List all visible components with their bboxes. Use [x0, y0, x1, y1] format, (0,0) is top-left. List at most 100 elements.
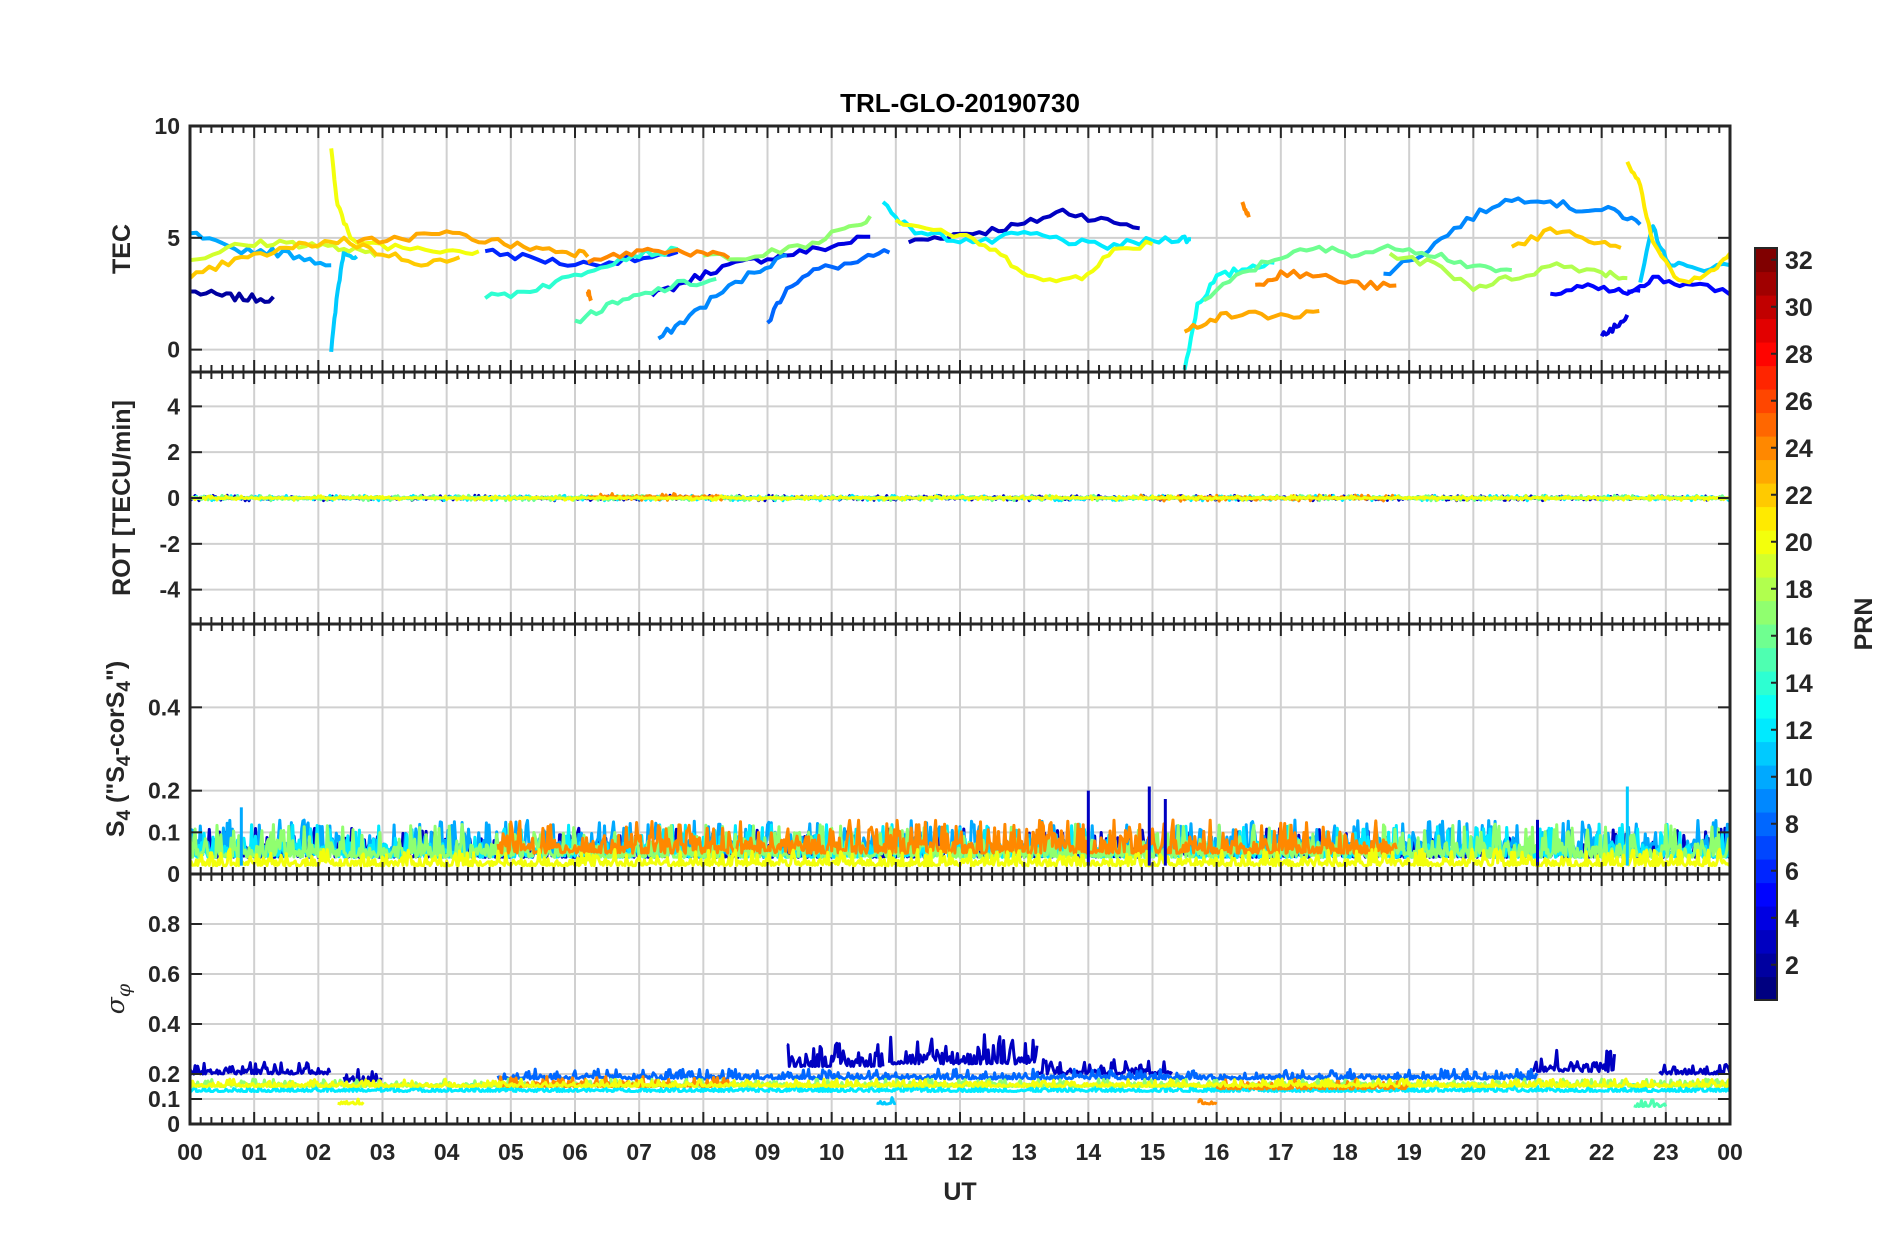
y-tick-label: 0.4 [148, 1011, 180, 1037]
x-tick-label: 17 [1268, 1139, 1294, 1165]
series-prn-6 [484, 247, 679, 269]
colorbar-tick-label: 20 [1785, 529, 1813, 557]
colorbar-tick-label: 8 [1785, 811, 1799, 839]
series-prn-3 [1530, 1048, 1616, 1073]
colorbar-segment [1755, 577, 1777, 602]
y-ticks: -4 -2 0 2 4 [160, 393, 1730, 603]
colorbar-tick-label: 30 [1785, 294, 1813, 322]
colorbar-segment [1755, 882, 1777, 907]
colorbar-segment [1755, 530, 1777, 555]
x-ticks [189, 624, 1731, 874]
colorbar-segment [1755, 788, 1777, 813]
series-prn-21 [1625, 160, 1730, 285]
colorbar-tick-label: 16 [1785, 623, 1813, 651]
series-prn-18 [1388, 251, 1628, 292]
colorbar-tick-label: 10 [1785, 764, 1813, 792]
series-prn-24 [585, 289, 593, 302]
colorbar-tick-label: 2 [1785, 952, 1799, 980]
colorbar-label: PRN [1850, 598, 1878, 651]
y-tick-label: 0.2 [148, 1061, 180, 1087]
series-prn-24 [1240, 201, 1251, 218]
x-tick-label: 20 [1461, 1139, 1487, 1165]
x-tick-labels: 00 01 02 03 04 05 06 07 08 09 10 11 12 13 14 15 16 17 18 19… [177, 1139, 1743, 1165]
series-prn-5 [1627, 274, 1730, 297]
y-tick-label: 0 [167, 1111, 180, 1137]
series-prn-8 [496, 1067, 1539, 1081]
y-tick-label: -2 [160, 531, 180, 557]
x-tick-label: 06 [562, 1139, 588, 1165]
y-axis-label-part: S [102, 820, 130, 837]
colorbar-segment [1755, 271, 1777, 296]
x-tick-label: 00 [1717, 1139, 1743, 1165]
y-axis-label-part: ") [102, 661, 130, 681]
y-axis-label: S4 ("S4-corS4") [102, 661, 135, 837]
y-axis-label-part: σ [101, 996, 130, 1014]
colorbar-segment [1755, 906, 1777, 931]
colorbar-segment [1755, 295, 1777, 320]
series-prn-20 [329, 148, 480, 256]
y-tick-label: 10 [154, 113, 180, 139]
y-axis-label: TEC [108, 224, 136, 274]
colorbar-segment [1755, 412, 1777, 437]
x-tick-label: 07 [626, 1139, 652, 1165]
y-tick-label: 4 [167, 393, 180, 419]
y-tick-label: 0.6 [148, 961, 180, 987]
y-tick-label: 0.8 [148, 911, 180, 937]
series-prn-24 [1255, 268, 1397, 291]
y-tick-label: 0.2 [148, 778, 180, 804]
x-tick-label: 13 [1011, 1139, 1037, 1165]
colorbar-segment [1755, 624, 1777, 649]
y-axis-label-part: 4 [114, 681, 135, 692]
x-tick-label: 03 [370, 1139, 396, 1165]
x-tick-label: 15 [1140, 1139, 1166, 1165]
series-prn-20 [894, 218, 1154, 284]
y-tick-label: 0 [167, 485, 180, 511]
colorbar-frame [1754, 247, 1778, 1001]
series-prn-24 [1197, 1098, 1218, 1106]
series-prn-3 [1035, 1058, 1173, 1076]
x-tick-label: 04 [434, 1139, 460, 1165]
colorbar-segment [1755, 600, 1777, 625]
y-axis-label-part: φ [113, 983, 135, 997]
x-tick-label: 10 [819, 1139, 845, 1165]
x-tick-label: 14 [1076, 1139, 1102, 1165]
y-tick-label: 0.1 [148, 1086, 180, 1112]
y-tick-label: 2 [167, 439, 180, 465]
colorbar-segment [1755, 835, 1777, 860]
y-tick-label: 0.4 [148, 694, 180, 720]
colorbar-segment [1755, 718, 1777, 743]
panel-sigma-phi: 00.10.2 0.4 0.6 0.8 σφ [101, 872, 1732, 1137]
x-tick-label: 19 [1396, 1139, 1422, 1165]
x-tick-label: 05 [498, 1139, 524, 1165]
y-ticks: 0 5 10 [154, 113, 1730, 363]
colorbar-segment [1755, 553, 1777, 578]
series-prn-19 [190, 238, 378, 263]
y-tick-label: -4 [160, 577, 181, 603]
colorbar-segment [1755, 365, 1777, 390]
colorbar-tick-label: 14 [1785, 670, 1813, 698]
colorbar-tick-label: 26 [1785, 388, 1813, 416]
x-tick-label: 22 [1589, 1139, 1615, 1165]
series-prn-24 [586, 246, 731, 265]
series-prn-3 [887, 1033, 1039, 1066]
x-tick-label: 16 [1204, 1139, 1230, 1165]
series-prn-3 [786, 1041, 885, 1068]
y-axis-label-part: 4 [114, 755, 135, 766]
series-prn-9 [657, 253, 788, 341]
y-axis-label: σφ [101, 983, 135, 1014]
colorbar-segment [1755, 812, 1777, 837]
series-prn-16 [1202, 243, 1513, 303]
series-prn-5 [1550, 282, 1641, 297]
colorbar-segment [1755, 436, 1777, 461]
x-tick-label: 23 [1653, 1139, 1679, 1165]
x-tick-label: 00 [177, 1139, 203, 1165]
colorbar-tick-label: 12 [1785, 717, 1813, 745]
series-prn-22 [190, 235, 461, 280]
y-axis-label-part: 4 [114, 809, 135, 820]
x-tick-label: 18 [1332, 1139, 1358, 1165]
series-prn-24 [496, 818, 1398, 855]
series-prn-3 [342, 1068, 383, 1083]
colorbar-tick-label: 24 [1785, 435, 1813, 463]
